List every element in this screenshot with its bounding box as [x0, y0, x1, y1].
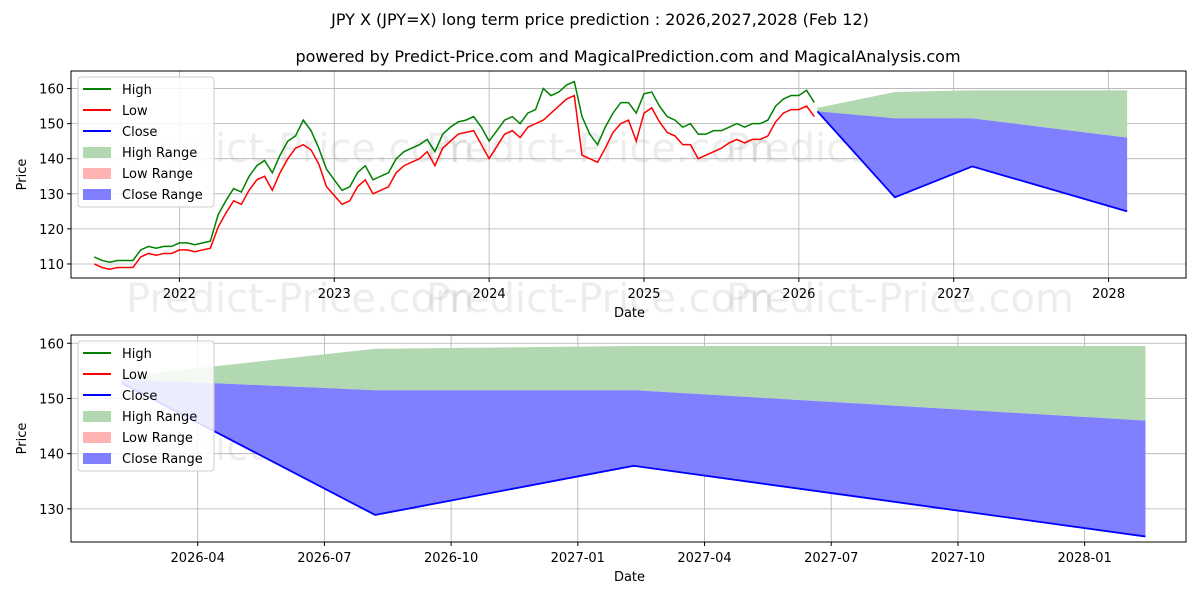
watermark-text: Predict-Price.com — [126, 276, 474, 322]
legend-label: Low Range — [122, 167, 193, 182]
legend-label: High — [122, 347, 152, 362]
legend-swatch — [83, 432, 111, 443]
close-range-area — [817, 111, 1128, 212]
legend-box — [77, 340, 215, 472]
legend-label: High Range — [122, 146, 197, 161]
close-series-line — [816, 110, 1128, 213]
close-range-area — [121, 379, 1146, 537]
high-range-area — [121, 346, 1146, 421]
x-tick-label: 2027-01 — [551, 551, 605, 566]
watermark-text: Predict-Price.com — [426, 276, 774, 322]
legend-label: Low Range — [122, 431, 193, 446]
y-tick-label: 130 — [39, 188, 64, 203]
low-series-line — [93, 94, 815, 270]
legend-box — [77, 76, 215, 208]
legend-label: Close — [122, 389, 157, 404]
x-tick-label: 2025 — [627, 287, 660, 302]
high-series-line — [93, 80, 815, 263]
chart-title: JPY X (JPY=X) long term price prediction… — [330, 10, 869, 29]
x-axis-label: Date — [614, 306, 645, 321]
x-tick-label: 2026 — [782, 287, 815, 302]
y-tick-label: 150 — [39, 118, 64, 133]
x-tick-label: 2028-01 — [1057, 551, 1111, 566]
legend-label: Low — [122, 368, 148, 383]
legend-swatch — [83, 147, 111, 158]
y-tick-label: 120 — [39, 223, 64, 238]
y-tick-label: 160 — [39, 337, 64, 352]
y-axis-label: Price — [15, 423, 30, 455]
legend-swatch — [83, 189, 111, 200]
x-tick-label: 2027 — [937, 287, 970, 302]
legend-label: Close Range — [122, 188, 203, 203]
legend-label: Close — [122, 125, 157, 140]
x-tick-label: 2027-07 — [804, 551, 858, 566]
plot-frame — [70, 70, 1187, 279]
x-axis-label: Date — [614, 570, 645, 585]
legend-label: Close Range — [122, 452, 203, 467]
overview-panel: Predict-Price.comPredict-Price.comPredic… — [15, 70, 1187, 322]
high-range-area — [817, 90, 1128, 138]
legend-label: Low — [122, 104, 148, 119]
y-tick-label: 110 — [39, 258, 64, 273]
y-axis-label: Price — [15, 159, 30, 191]
watermark-text: Predict-Price.com — [426, 126, 774, 172]
legend-swatch — [83, 453, 111, 464]
close-series-line — [121, 382, 1146, 538]
plot-frame — [70, 334, 1187, 543]
y-tick-label: 140 — [39, 448, 64, 463]
x-tick-label: 2026-04 — [171, 551, 225, 566]
x-tick-label: 2022 — [163, 287, 196, 302]
chart-subtitle: powered by Predict-Price.com and Magical… — [295, 47, 960, 66]
y-tick-label: 150 — [39, 392, 64, 407]
legend-swatch — [83, 411, 111, 422]
x-tick-label: 2027-10 — [931, 551, 985, 566]
y-tick-label: 160 — [39, 83, 64, 98]
x-tick-label: 2026-10 — [424, 551, 478, 566]
y-tick-label: 130 — [39, 503, 64, 518]
x-tick-label: 2028 — [1092, 287, 1125, 302]
x-tick-label: 2024 — [473, 287, 506, 302]
legend-label: High Range — [122, 410, 197, 425]
x-tick-label: 2026-07 — [297, 551, 351, 566]
x-tick-label: 2027-04 — [677, 551, 731, 566]
watermark-text: Predict-Price.com — [726, 276, 1074, 322]
legend-label: High — [122, 83, 152, 98]
legend-swatch — [83, 168, 111, 179]
y-tick-label: 140 — [39, 153, 64, 168]
zoom-panel: Predict-Price.comPredict-Price.com2026-0… — [15, 334, 1187, 585]
x-tick-label: 2023 — [318, 287, 351, 302]
